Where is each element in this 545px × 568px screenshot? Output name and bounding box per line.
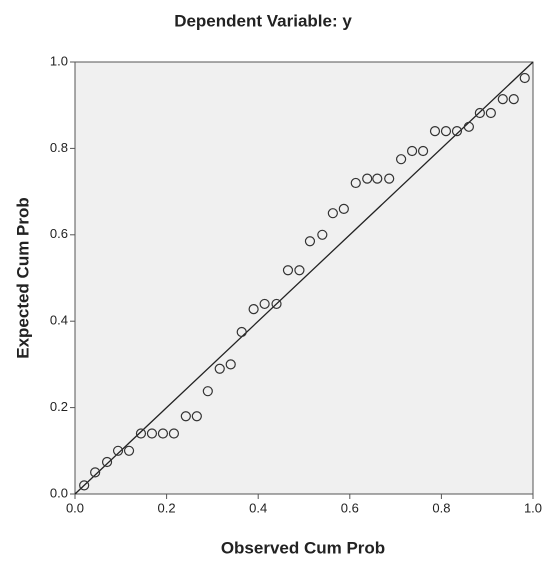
x-axis-label: Observed Cum Prob <box>221 538 385 557</box>
point <box>248 304 259 315</box>
point <box>214 363 225 374</box>
point <box>463 121 474 132</box>
point <box>474 107 485 119</box>
point <box>362 173 373 184</box>
y-axis-label: Expected Cum Prob <box>13 197 32 359</box>
y-tick-label: 0.8 <box>50 140 68 155</box>
point <box>225 359 236 370</box>
point <box>508 94 519 105</box>
x-tick-label: 0.4 <box>249 500 267 515</box>
point <box>497 94 508 105</box>
point <box>259 298 270 310</box>
point <box>101 456 113 468</box>
point <box>440 126 452 137</box>
reference-line <box>74 61 534 495</box>
point <box>112 445 124 456</box>
chart-title: Dependent Variable: y <box>174 11 352 30</box>
point <box>282 265 294 276</box>
point <box>327 208 338 219</box>
point <box>384 173 395 184</box>
y-tick-label: 0.6 <box>50 226 68 241</box>
y-tick-label: 1.0 <box>50 53 68 68</box>
point <box>294 265 305 276</box>
point <box>429 126 441 137</box>
x-tick-label: 0.0 <box>66 500 84 515</box>
x-tick-label: 0.2 <box>158 500 176 515</box>
point <box>157 428 169 439</box>
point <box>90 467 101 478</box>
point <box>406 145 418 157</box>
point <box>236 326 247 338</box>
x-tick-label: 0.8 <box>432 500 450 515</box>
point <box>317 229 328 240</box>
y-tick-label: 0.4 <box>50 313 68 328</box>
point <box>519 72 530 84</box>
point <box>146 428 158 439</box>
point <box>485 107 496 119</box>
x-tick-label: 0.6 <box>341 500 359 515</box>
point <box>168 428 180 439</box>
point <box>79 480 90 491</box>
point <box>180 411 191 422</box>
point <box>372 173 383 184</box>
point <box>338 203 349 214</box>
point <box>304 236 316 247</box>
point <box>271 298 282 310</box>
point <box>191 411 202 422</box>
point <box>202 386 213 397</box>
y-tick-label: 0.0 <box>50 485 68 500</box>
y-tick-label: 0.2 <box>50 399 68 414</box>
point <box>135 428 147 439</box>
point <box>451 126 463 137</box>
point <box>417 145 429 157</box>
point <box>350 177 361 189</box>
point <box>123 445 135 456</box>
point <box>395 154 407 165</box>
x-tick-label: 1.0 <box>524 500 542 515</box>
